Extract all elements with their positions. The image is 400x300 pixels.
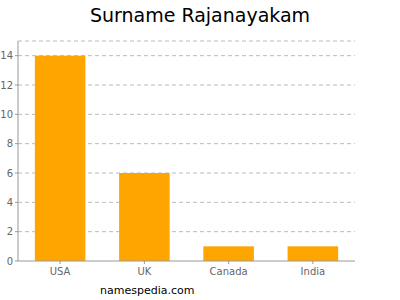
grid-line-top <box>18 41 355 42</box>
category-label: USA <box>50 266 71 277</box>
x-tick <box>312 261 313 264</box>
tick-label: 14 <box>0 50 13 61</box>
tick-label: 8 <box>7 138 13 149</box>
x-axis <box>18 261 355 262</box>
x-tick <box>144 261 145 264</box>
category-label: India <box>301 266 326 277</box>
bar <box>203 246 254 261</box>
category-label: Canada <box>210 266 248 277</box>
tick-label: 4 <box>7 197 13 208</box>
tick-label: 10 <box>0 109 13 120</box>
bar <box>119 173 170 261</box>
y-axis <box>18 41 19 261</box>
x-tick <box>60 261 61 264</box>
tick-label: 2 <box>7 226 13 237</box>
tick-label: 12 <box>0 80 13 91</box>
bar <box>288 246 339 261</box>
tick-label: 0 <box>7 256 13 267</box>
annotation: namespedia.com <box>100 284 194 297</box>
x-tick <box>228 261 229 264</box>
chart: Surname Rajanayakam 0 2 4 6 8 10 12 14 USA UK Canad… <box>0 0 400 300</box>
title: Surname Rajanayakam <box>90 4 310 26</box>
tick-label: 6 <box>7 168 13 179</box>
chart-root: Surname Rajanayakam 0 2 4 6 8 10 12 14 USA UK Canad… <box>0 0 400 300</box>
category-label: UK <box>137 266 151 277</box>
bars <box>35 56 338 261</box>
bar <box>35 56 86 261</box>
